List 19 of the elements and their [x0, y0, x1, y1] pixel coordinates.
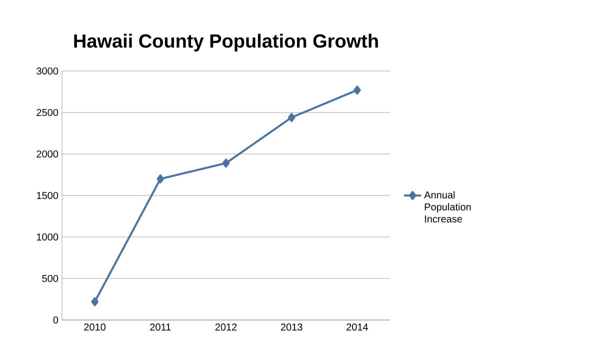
y-tick-label: 2500: [36, 108, 58, 116]
y-tick-label: 2000: [36, 150, 58, 158]
point: [354, 86, 361, 95]
y-tick-label: 0: [53, 316, 58, 324]
point: [91, 297, 98, 306]
point: [288, 112, 296, 122]
x-tick-label: 2011: [150, 324, 171, 331]
chart-title: Hawaii County Population Growth: [74, 34, 378, 52]
y-tick-label: 1000: [36, 233, 58, 241]
x-tick-label: 2010: [84, 324, 106, 331]
y-tick-label: 500: [42, 274, 58, 282]
y-tick-label: 3000: [36, 67, 58, 75]
point: [222, 158, 230, 168]
x-tick-label: 2013: [280, 324, 302, 331]
point: [156, 174, 164, 184]
y-tick-label: 1500: [36, 192, 58, 200]
x-tick-label: 2012: [215, 324, 237, 331]
x-tick-label: 2014: [346, 324, 368, 331]
legend-label: Annual Population Increase: [424, 191, 471, 222]
